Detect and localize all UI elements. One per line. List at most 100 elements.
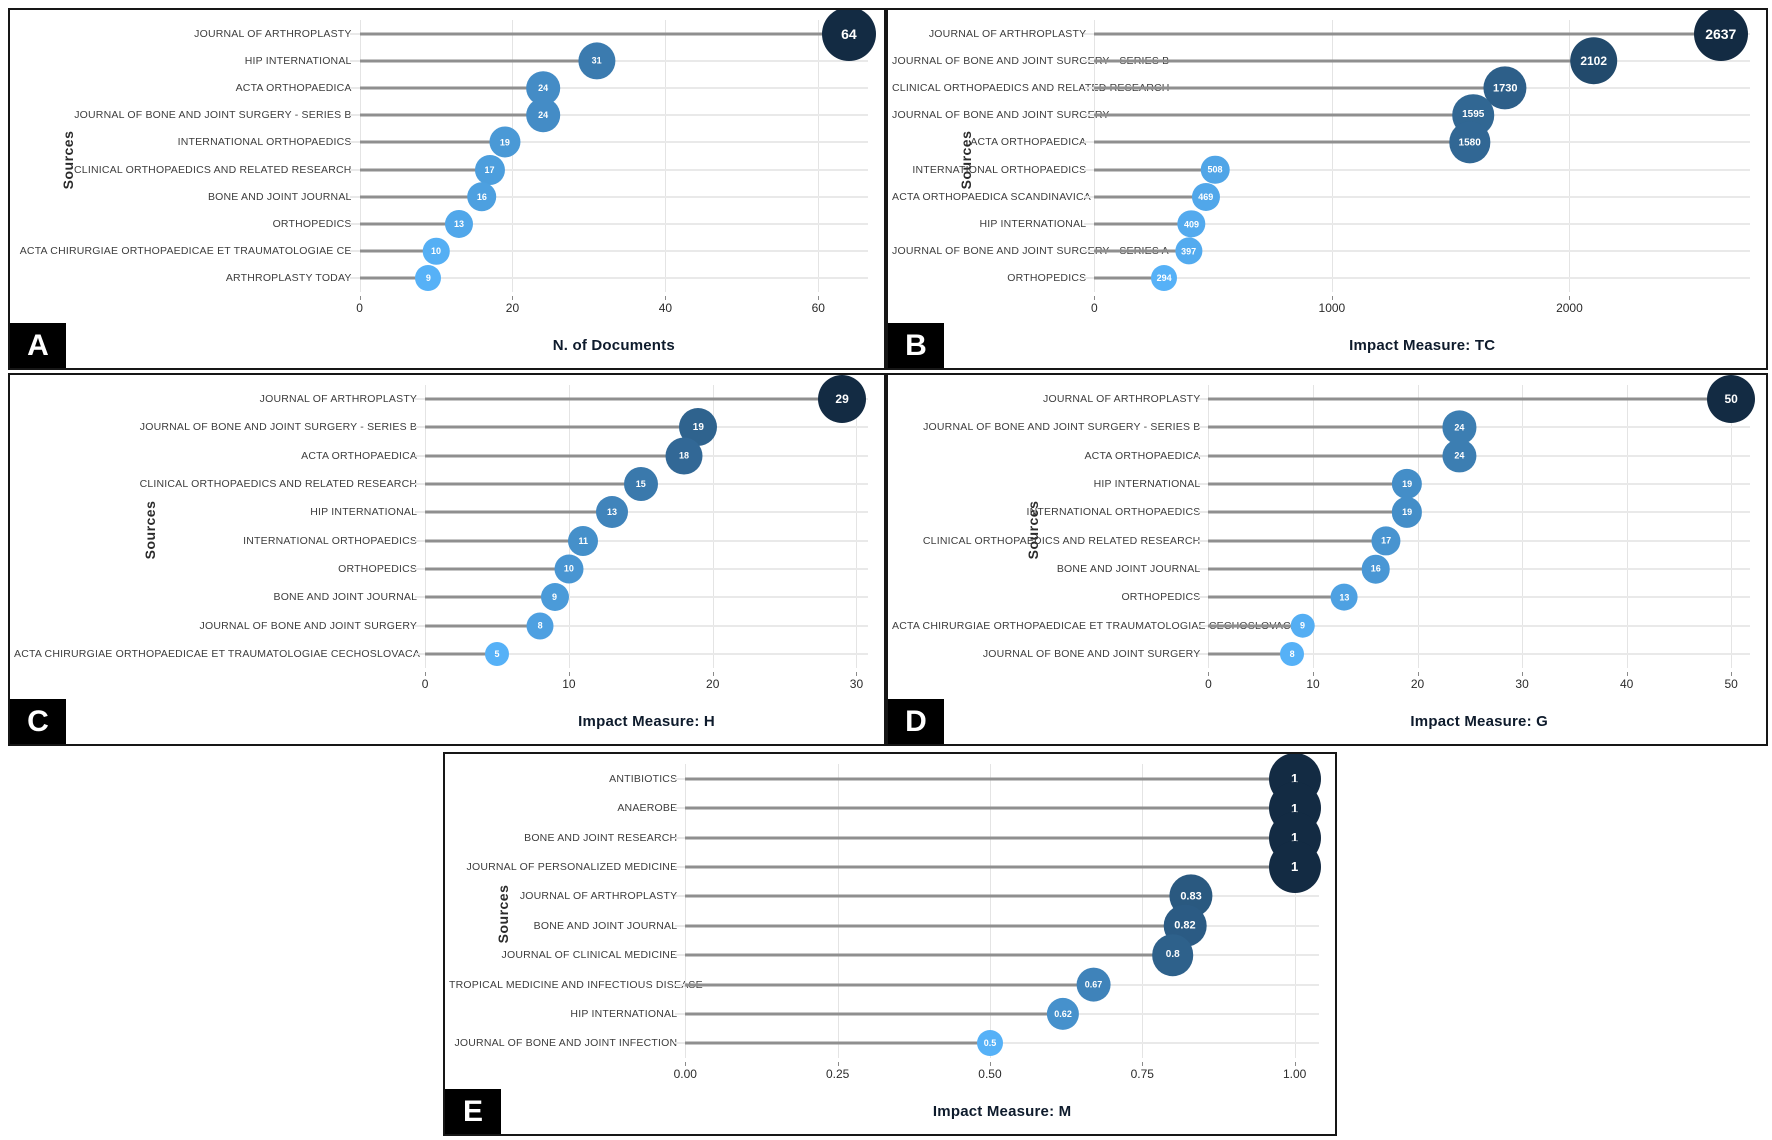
category-label: ACTA ORTHOPAEDICA SCANDINAVICA bbox=[892, 190, 1091, 203]
lollipop-stem bbox=[1208, 624, 1303, 628]
lollipop-bubble: 24 bbox=[1442, 410, 1476, 445]
lollipop-stem bbox=[685, 865, 1295, 869]
lollipop-stem bbox=[425, 454, 684, 458]
panel-letter-badge: C bbox=[10, 699, 66, 744]
x-axis-title: Impact Measure: H bbox=[578, 713, 715, 730]
tick-mark bbox=[1417, 672, 1419, 676]
gridline-vertical bbox=[1569, 20, 1571, 292]
tick-mark bbox=[1626, 672, 1628, 676]
tick-label: 20 bbox=[505, 301, 520, 315]
lollipop-bubble: 0.5 bbox=[976, 1030, 1003, 1057]
gridline-vertical bbox=[856, 385, 858, 668]
lollipop-bubble: 1730 bbox=[1483, 66, 1527, 110]
lollipop-bubble: 64 bbox=[821, 10, 876, 61]
lollipop-stem bbox=[359, 140, 505, 144]
lollipop-bubble: 16 bbox=[1361, 554, 1391, 584]
category-label: JOURNAL OF BONE AND JOINT SURGERY - SERI… bbox=[892, 245, 1169, 258]
category-label: ORTHOPEDICS bbox=[1121, 591, 1201, 604]
tick-mark bbox=[837, 1062, 839, 1066]
tick-mark bbox=[1208, 672, 1210, 676]
category-label: HIP INTERNATIONAL bbox=[310, 506, 418, 519]
category-label: TROPICAL MEDICINE AND INFECTIOUS DISEASE bbox=[449, 978, 703, 991]
lollipop-stem bbox=[425, 595, 555, 599]
tick-mark bbox=[1294, 1062, 1296, 1066]
gridline-vertical bbox=[1522, 385, 1524, 668]
category-label: JOURNAL OF ARTHROPLASTY bbox=[259, 393, 418, 406]
lollipop-stem bbox=[1094, 113, 1474, 117]
category-label: CLINICAL ORTHOPAEDICS AND RELATED RESEAR… bbox=[139, 478, 418, 491]
row-baseline bbox=[1198, 624, 1750, 627]
tick-mark bbox=[359, 296, 361, 300]
tick-label: 10 bbox=[562, 677, 576, 691]
category-labels: JOURNAL OF ARTHROPLASTY JOURNAL OF BONE A… bbox=[14, 385, 421, 668]
category-label: ORTHOPEDICS bbox=[272, 218, 352, 230]
category-label: ORTHOPEDICS bbox=[1007, 272, 1087, 285]
lollipop-bubble: 19 bbox=[679, 408, 718, 447]
lollipop-stem bbox=[1208, 397, 1732, 401]
row-baseline bbox=[1084, 195, 1750, 198]
lollipop-bubble: 13 bbox=[444, 209, 473, 239]
category-label: ANTIBIOTICS bbox=[609, 772, 678, 785]
lollipop-stem bbox=[685, 1012, 1064, 1016]
row-baseline bbox=[415, 567, 868, 570]
lollipop-bubble: 18 bbox=[665, 437, 703, 475]
lollipop-stem bbox=[1208, 454, 1460, 458]
lollipop-stem bbox=[685, 953, 1173, 957]
gridline-vertical bbox=[665, 20, 667, 292]
category-labels: JOURNAL OF ARTHROPLASTY HIP INTERNATIONAL… bbox=[14, 20, 352, 292]
gridline-vertical bbox=[712, 385, 714, 668]
tick-mark bbox=[568, 672, 570, 676]
lollipop-stem bbox=[425, 397, 843, 401]
lollipop-stem bbox=[685, 777, 1295, 781]
lollipop-bubble: 16 bbox=[467, 182, 497, 212]
category-label: ACTA CHIRURGIAE ORTHOPAEDICAE ET TRAUMAT… bbox=[19, 245, 352, 258]
panel-letter-badge: D bbox=[888, 699, 944, 744]
lollipop-bubble: 19 bbox=[1391, 468, 1423, 500]
lollipop-bubble: 0.67 bbox=[1076, 967, 1111, 1002]
lollipop-bubble: 24 bbox=[526, 98, 560, 132]
lollipop-bubble: 17 bbox=[1371, 526, 1401, 556]
gridline-vertical bbox=[1208, 385, 1210, 668]
lollipop-bubble: 469 bbox=[1191, 182, 1220, 211]
tick-mark bbox=[1331, 296, 1333, 300]
category-label: ACTA CHIRURGIAE ORTHOPAEDICAE ET TRAUMAT… bbox=[14, 647, 421, 660]
panel-b: Sources JOURNAL OF ARTHROPLASTY JOURNAL O… bbox=[886, 8, 1768, 370]
lollipop-bubble: 13 bbox=[596, 496, 629, 529]
lollipop-stem bbox=[685, 836, 1295, 839]
lollipop-stem bbox=[1094, 222, 1192, 226]
lollipop-bubble: 24 bbox=[1442, 439, 1476, 473]
plot-area: 2637 2102 1730 1595 1580 508 469 409 397 294 bbox=[1084, 10, 1750, 292]
tick-label: 0 bbox=[421, 677, 429, 691]
category-label: JOURNAL OF BONE AND JOINT SURGERY - SERI… bbox=[923, 421, 1201, 434]
tick-label: 10 bbox=[1306, 677, 1320, 691]
tick-mark bbox=[1731, 672, 1733, 676]
row-baseline bbox=[415, 596, 868, 599]
lollipop-stem bbox=[1208, 567, 1376, 571]
category-label: JOURNAL OF BONE AND JOINT INFECTION bbox=[454, 1037, 678, 1050]
category-label: ACTA ORTHOPAEDICA bbox=[301, 449, 418, 462]
x-axis-title: Impact Measure: G bbox=[1410, 713, 1549, 730]
category-labels: JOURNAL OF ARTHROPLASTY JOURNAL OF BONE A… bbox=[892, 385, 1298, 668]
category-label: HIP INTERNATIONAL bbox=[570, 1007, 678, 1020]
plot-area: 64 31 24 24 19 17 16 13 10 9 bbox=[349, 10, 876, 292]
lollipop-stem bbox=[1208, 510, 1408, 514]
lollipop-stem bbox=[1094, 86, 1506, 90]
category-label: JOURNAL OF ARTHROPLASTY bbox=[1043, 393, 1201, 406]
tick-label: 20 bbox=[706, 677, 720, 691]
lollipop-bubble: 5 bbox=[485, 641, 510, 666]
lollipop-stem bbox=[1208, 652, 1293, 656]
lollipop-stem bbox=[359, 113, 544, 117]
category-label: CLINICAL ORTHOPAEDICS AND RELATED RESEAR… bbox=[74, 163, 352, 176]
lollipop-stem bbox=[359, 276, 429, 280]
category-label: JOURNAL OF ARTHROPLASTY bbox=[928, 27, 1087, 40]
tick-label: 40 bbox=[658, 301, 673, 315]
tick-mark bbox=[1142, 1062, 1144, 1066]
category-label: INTERNATIONAL ORTHOPAEDICS bbox=[243, 534, 418, 547]
tick-label: 0.00 bbox=[673, 1067, 697, 1081]
category-label: INTERNATIONAL ORTHOPAEDICS bbox=[1026, 506, 1201, 519]
tick-mark bbox=[512, 296, 514, 300]
row-baseline bbox=[1198, 483, 1750, 486]
gridline-vertical bbox=[1626, 385, 1628, 668]
category-label: JOURNAL OF BONE AND JOINT SURGERY bbox=[892, 109, 1110, 122]
row-baseline bbox=[349, 195, 868, 198]
